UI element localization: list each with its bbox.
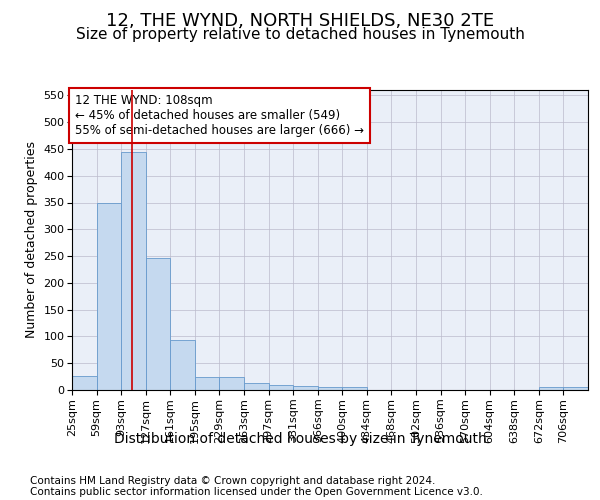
Bar <box>269 384 293 390</box>
Text: 12 THE WYND: 108sqm
← 45% of detached houses are smaller (549)
55% of semi-detac: 12 THE WYND: 108sqm ← 45% of detached ho… <box>75 94 364 136</box>
Bar <box>539 388 563 390</box>
Y-axis label: Number of detached properties: Number of detached properties <box>25 142 38 338</box>
Bar <box>342 388 367 390</box>
Bar <box>170 340 195 390</box>
Text: Contains public sector information licensed under the Open Government Licence v3: Contains public sector information licen… <box>30 487 483 497</box>
Bar <box>97 202 121 390</box>
Text: Contains HM Land Registry data © Crown copyright and database right 2024.: Contains HM Land Registry data © Crown c… <box>30 476 436 486</box>
Bar <box>121 152 146 390</box>
Text: 12, THE WYND, NORTH SHIELDS, NE30 2TE: 12, THE WYND, NORTH SHIELDS, NE30 2TE <box>106 12 494 30</box>
Bar <box>244 382 269 390</box>
Bar <box>195 376 220 390</box>
Bar <box>220 376 244 390</box>
Bar <box>146 258 170 390</box>
Bar <box>563 388 588 390</box>
Bar <box>72 376 97 390</box>
Text: Distribution of detached houses by size in Tynemouth: Distribution of detached houses by size … <box>113 432 487 446</box>
Text: Size of property relative to detached houses in Tynemouth: Size of property relative to detached ho… <box>76 27 524 42</box>
Bar <box>318 387 342 390</box>
Bar <box>293 386 318 390</box>
